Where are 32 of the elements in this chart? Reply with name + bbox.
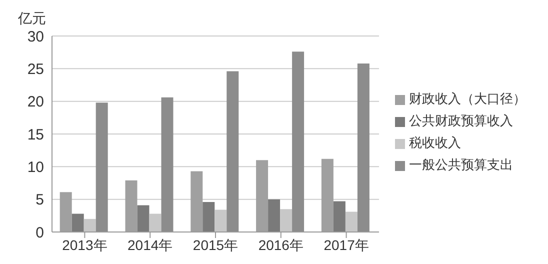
y-tick-label: 5 bbox=[36, 192, 44, 209]
x-tick-label: 2017年 bbox=[324, 236, 369, 253]
x-tick-label: 2015年 bbox=[192, 236, 238, 253]
bar bbox=[292, 52, 304, 232]
bar bbox=[280, 209, 292, 232]
y-tick-label: 10 bbox=[27, 158, 44, 176]
x-tick-label: 2016年 bbox=[258, 236, 304, 253]
bar bbox=[226, 71, 239, 232]
bar bbox=[161, 97, 174, 232]
legend-label: 税收收入 bbox=[409, 135, 461, 150]
bar bbox=[357, 63, 370, 232]
bar bbox=[96, 102, 108, 232]
legend-label: 财政收入（大口径） bbox=[409, 91, 526, 106]
bar bbox=[84, 218, 96, 232]
bar bbox=[137, 205, 150, 232]
legend-label: 公共财政预算收入 bbox=[409, 113, 513, 128]
legend-label: 一般公共预算支出 bbox=[409, 157, 513, 172]
y-axis-title: 亿元 bbox=[18, 10, 46, 28]
bar bbox=[345, 212, 358, 232]
y-tick-label: 0 bbox=[36, 224, 44, 242]
y-tick-label: 30 bbox=[27, 28, 44, 46]
bar bbox=[202, 202, 215, 232]
y-tick-label: 25 bbox=[27, 60, 44, 78]
bar bbox=[268, 199, 280, 232]
y-tick-label: 20 bbox=[27, 94, 44, 111]
bar bbox=[72, 214, 84, 232]
bar bbox=[149, 214, 162, 232]
bar bbox=[214, 210, 227, 232]
bar bbox=[333, 201, 346, 232]
y-tick-label: 15 bbox=[27, 126, 44, 144]
x-tick-label: 2013年 bbox=[62, 236, 108, 253]
x-tick-label: 2014年 bbox=[128, 236, 173, 253]
